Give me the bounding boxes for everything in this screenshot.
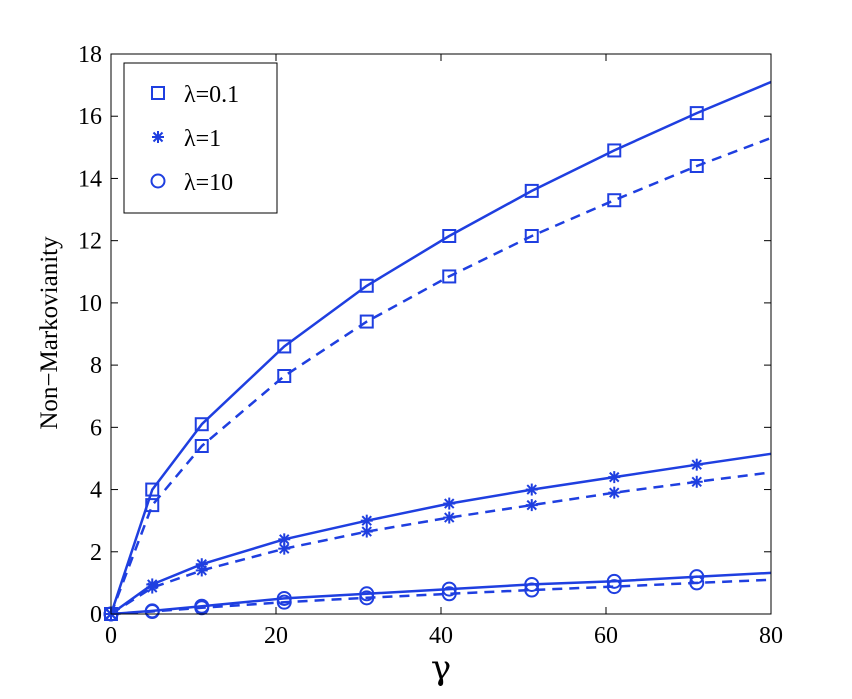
- data-point: [524, 576, 540, 592]
- data-point: [606, 573, 622, 589]
- data-point: [608, 471, 621, 484]
- data-point: [145, 498, 160, 513]
- y-tick-label: 2: [90, 540, 102, 566]
- plot-lines: [109, 80, 772, 616]
- data-point: [194, 439, 209, 453]
- data-point: [145, 482, 160, 497]
- y-tick-label: 0: [90, 602, 102, 628]
- legend-marker: [152, 131, 164, 143]
- data-point: [359, 278, 374, 293]
- data-point: [276, 594, 292, 610]
- data-point: [689, 569, 705, 585]
- x-axis-label: γ: [431, 648, 451, 688]
- axis-ticks: [110, 53, 772, 615]
- data-point: [441, 581, 457, 597]
- data-point: [144, 604, 160, 620]
- data-point: [359, 590, 375, 606]
- data-point: [360, 514, 373, 527]
- data-point: [689, 575, 705, 591]
- x-tick-label: 40: [429, 623, 453, 649]
- x-tick-labels: 0 20 40 60 80: [105, 623, 783, 649]
- data-point: [195, 564, 208, 577]
- legend-box: [123, 62, 278, 214]
- data-point: [524, 582, 540, 598]
- legend-label: λ=1: [184, 126, 221, 152]
- data-point: [606, 579, 622, 595]
- data-point: [443, 511, 456, 524]
- data-point: [278, 542, 291, 555]
- y-axis-label: Non−Markovianity: [36, 236, 63, 430]
- legend-label: λ=0.1: [184, 82, 239, 108]
- y-tick-label: 12: [78, 229, 102, 255]
- data-point: [608, 486, 621, 499]
- data-point: [690, 458, 703, 471]
- y-tick-label: 8: [90, 353, 102, 379]
- y-tick-label: 6: [90, 415, 102, 441]
- data-point: [359, 314, 374, 329]
- data-point: [689, 159, 704, 173]
- y-tick-label: 16: [78, 104, 102, 130]
- legend-marker: [150, 173, 166, 189]
- data-point: [277, 369, 292, 383]
- x-tick-label: 20: [264, 623, 288, 649]
- data-point: [525, 499, 538, 512]
- data-point: [442, 229, 457, 243]
- data-point: [607, 143, 622, 158]
- series-line-3: [110, 452, 772, 616]
- legend: λ=0.1 λ=1 λ=10: [123, 62, 278, 214]
- data-point: [442, 269, 457, 284]
- data-point: [146, 581, 159, 594]
- data-point: [359, 586, 375, 602]
- x-tick-label: 80: [759, 623, 783, 649]
- series-line-2: [109, 136, 772, 615]
- plot-markers: [103, 106, 705, 622]
- y-tick-label: 18: [78, 42, 102, 68]
- y-tick-label: 14: [78, 166, 102, 192]
- x-tick-label: 0: [105, 623, 117, 649]
- data-point: [689, 106, 704, 121]
- legend-marker: [151, 86, 165, 100]
- data-point: [524, 183, 539, 198]
- x-tick-label: 60: [594, 623, 618, 649]
- data-point: [277, 339, 292, 354]
- series-line-1: [109, 80, 772, 615]
- y-tick-label: 10: [78, 291, 102, 317]
- data-point: [441, 586, 457, 602]
- data-point: [443, 497, 456, 510]
- data-point: [360, 525, 373, 538]
- series-line-5: [110, 571, 772, 616]
- y-tick-label: 4: [90, 478, 102, 504]
- legend-label: λ=10: [184, 170, 233, 196]
- series-line-4: [110, 471, 772, 616]
- data-point: [524, 229, 539, 243]
- data-point: [607, 193, 622, 208]
- data-point: [194, 417, 209, 432]
- y-tick-labels: 0 2 4 6 8 10 12 14 16 18: [78, 42, 102, 628]
- data-point: [690, 475, 703, 488]
- data-point: [525, 483, 538, 496]
- series-line-6: [110, 578, 772, 616]
